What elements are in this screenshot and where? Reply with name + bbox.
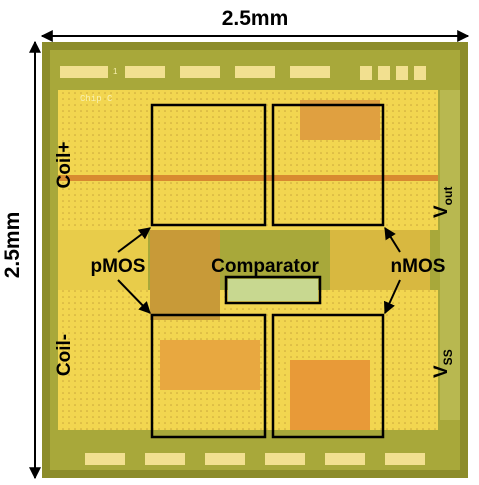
vss-sub: SS — [441, 349, 455, 365]
die-photo: 1 Chip C 2.5mm 2.5mm Coil+ Coil- pMOS Co… — [0, 0, 479, 485]
height-label: 2.5mm — [1, 212, 24, 279]
vout-sub: out — [441, 187, 455, 206]
width-label: 2.5mm — [222, 7, 289, 30]
coil-minus-label: Coil- — [54, 334, 75, 376]
vout-main: V — [431, 205, 452, 218]
coil-plus-label: Coil+ — [54, 142, 75, 189]
pmos-label: pMOS — [91, 256, 146, 277]
nmos-label: nMOS — [391, 256, 446, 277]
vss-main: V — [431, 365, 452, 378]
die-label: Chip C — [80, 94, 113, 104]
die-marker: 1 — [113, 67, 118, 76]
comparator-label: Comparator — [211, 256, 319, 277]
